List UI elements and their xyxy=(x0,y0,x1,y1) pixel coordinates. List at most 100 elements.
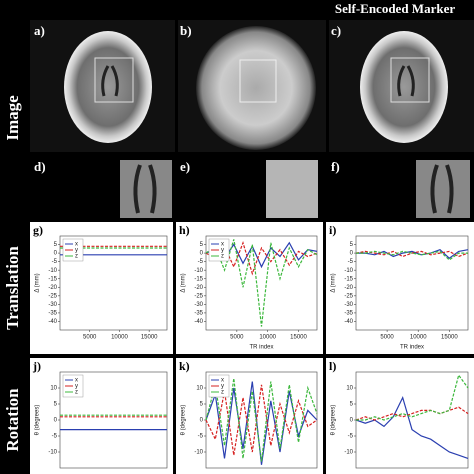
y-tick-label: -15 xyxy=(344,276,353,282)
plot-panel xyxy=(176,358,323,474)
y-tick-label: 0 xyxy=(200,418,204,424)
series-line xyxy=(356,250,468,261)
y-axis-label: θ (degrees) xyxy=(181,405,187,436)
series-line xyxy=(355,406,469,421)
y-tick-label: -15 xyxy=(48,276,57,282)
series-line xyxy=(205,239,318,327)
row-label: Translation xyxy=(3,246,22,330)
y-tick-label: -30 xyxy=(194,302,203,308)
y-tick-label: -5 xyxy=(52,434,58,440)
y-tick-label: -10 xyxy=(344,268,353,274)
y-tick-label: -30 xyxy=(344,302,353,308)
y-axis-label: Δ (mm) xyxy=(181,273,187,292)
y-tick-label: 10 xyxy=(346,386,353,392)
series-line xyxy=(205,240,318,276)
x-tick-label: 15000 xyxy=(290,335,307,341)
y-tick-label: -40 xyxy=(344,319,353,325)
y-tick-label: -20 xyxy=(48,285,57,291)
y-tick-label: 5 xyxy=(350,242,354,248)
series-line xyxy=(205,378,318,462)
panel-label: d) xyxy=(34,159,46,174)
y-tick-label: 10 xyxy=(196,386,203,392)
y-tick-label: -35 xyxy=(194,310,203,316)
x-tick-label: 5000 xyxy=(380,335,394,341)
y-tick-label: -15 xyxy=(194,276,203,282)
y-tick-label: -10 xyxy=(194,450,203,456)
y-tick-label: -5 xyxy=(198,259,204,265)
legend-label: z xyxy=(75,390,78,396)
y-axis-label: θ (degrees) xyxy=(35,405,41,436)
panel-label: c) xyxy=(331,23,341,38)
y-tick-label: 0 xyxy=(54,251,58,257)
y-tick-label: 0 xyxy=(350,418,354,424)
x-tick-label: 10000 xyxy=(111,335,128,341)
legend-label: y xyxy=(75,248,78,254)
y-axis-label: Δ (mm) xyxy=(35,273,41,292)
y-tick-label: -35 xyxy=(48,310,57,316)
panel-label: l) xyxy=(329,359,336,373)
legend-label: z xyxy=(221,390,224,396)
y-tick-label: -10 xyxy=(194,268,203,274)
series-line xyxy=(355,250,469,258)
y-tick-label: -5 xyxy=(348,434,354,440)
x-axis-label: TR index xyxy=(249,345,273,351)
y-tick-label: -35 xyxy=(344,310,353,316)
image-c xyxy=(329,20,474,152)
series-line xyxy=(205,381,318,465)
panel-label: h) xyxy=(179,223,190,237)
x-tick-label: 15000 xyxy=(441,335,458,341)
x-tick-label: 10000 xyxy=(410,335,427,341)
y-tick-label: -20 xyxy=(344,285,353,291)
plot-area xyxy=(205,235,318,331)
y-tick-label: 0 xyxy=(200,251,204,257)
y-tick-label: -5 xyxy=(52,259,58,265)
panel-label: j) xyxy=(32,359,41,373)
row-label: Rotation xyxy=(3,388,22,452)
y-tick-label: 5 xyxy=(54,242,58,248)
legend-label: z xyxy=(75,254,78,260)
panel-label: i) xyxy=(329,223,336,237)
plot-panel xyxy=(30,358,173,474)
y-tick-label: -25 xyxy=(194,293,203,299)
legend-label: y xyxy=(221,248,224,254)
title: Self-Encoded Marker xyxy=(335,1,455,16)
x-axis-label: TR index xyxy=(400,345,424,351)
x-tick-label: 5000 xyxy=(230,335,244,341)
y-tick-label: -5 xyxy=(348,259,354,265)
y-tick-label: -5 xyxy=(198,434,204,440)
y-tick-label: 5 xyxy=(200,402,204,408)
panel-label: f) xyxy=(331,159,340,174)
y-tick-label: 10 xyxy=(50,386,57,392)
series-line xyxy=(356,249,469,259)
legend-label: x xyxy=(75,242,78,248)
y-tick-label: 5 xyxy=(200,242,204,248)
y-tick-label: -10 xyxy=(344,450,353,456)
legend-label: x xyxy=(75,378,78,384)
y-tick-label: -40 xyxy=(194,319,203,325)
legend-label: x xyxy=(221,378,224,384)
image-b xyxy=(178,20,326,152)
y-tick-label: 5 xyxy=(54,402,58,408)
zoom-images xyxy=(120,160,470,218)
legend-label: y xyxy=(221,384,224,390)
y-tick-label: -20 xyxy=(194,285,203,291)
y-tick-label: -25 xyxy=(48,293,57,299)
panel-label: k) xyxy=(179,359,190,373)
y-tick-label: 0 xyxy=(350,251,354,257)
legend-label: y xyxy=(75,384,78,390)
panel-label: e) xyxy=(180,159,190,174)
legend-label: x xyxy=(221,242,224,248)
y-tick-label: -25 xyxy=(344,293,353,299)
row-label: Image xyxy=(3,95,22,141)
plot-area xyxy=(355,235,469,331)
y-tick-label: 0 xyxy=(54,418,58,424)
y-tick-label: -40 xyxy=(48,319,57,325)
image-a xyxy=(30,20,175,152)
x-tick-label: 15000 xyxy=(141,335,158,341)
panel-label: a) xyxy=(34,23,45,38)
legend-label: z xyxy=(221,254,224,260)
y-axis-label: θ (degrees) xyxy=(331,405,337,436)
x-tick-label: 10000 xyxy=(259,335,276,341)
y-axis-label: Δ (mm) xyxy=(331,273,337,292)
